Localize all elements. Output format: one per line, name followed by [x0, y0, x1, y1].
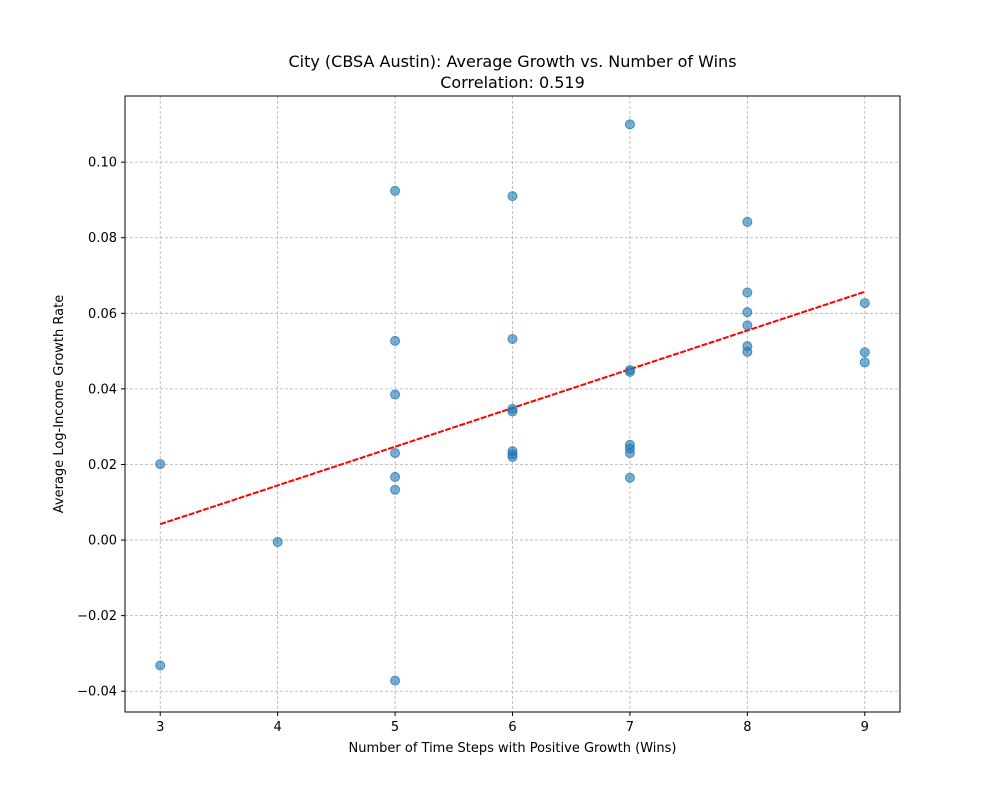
- data-point: [507, 333, 518, 344]
- data-point: [390, 185, 401, 196]
- data-point: [859, 347, 870, 358]
- data-point: [624, 472, 635, 483]
- y-tick-label: 0.06: [88, 307, 117, 322]
- data-point: [859, 298, 870, 309]
- x-tick-label: 6: [508, 720, 516, 735]
- x-tick-label: 8: [743, 720, 751, 735]
- y-tick-label: −0.02: [77, 609, 117, 624]
- data-points: [155, 119, 870, 686]
- x-tick-label: 4: [274, 720, 282, 735]
- x-tick-label: 7: [626, 720, 634, 735]
- x-tick-label: 9: [861, 720, 869, 735]
- y-tick-label: 0.00: [88, 534, 117, 549]
- x-tick-label: 5: [391, 720, 399, 735]
- data-point: [390, 389, 401, 400]
- y-tick-label: 0.02: [88, 458, 117, 473]
- data-point: [507, 191, 518, 202]
- data-point: [507, 451, 518, 462]
- y-tick-label: 0.04: [88, 382, 117, 397]
- chart-title: City (CBSA Austin): Average Growth vs. N…: [288, 52, 736, 71]
- x-tick-label: 3: [156, 720, 164, 735]
- y-tick-label: 0.08: [88, 231, 117, 246]
- y-tick-label: 0.10: [88, 156, 117, 171]
- data-point: [390, 448, 401, 459]
- data-point: [390, 335, 401, 346]
- y-tick-label: −0.04: [77, 685, 117, 700]
- x-axis-label: Number of Time Steps with Positive Growt…: [349, 741, 677, 756]
- data-point: [272, 536, 283, 547]
- data-point: [624, 366, 635, 377]
- data-point: [390, 675, 401, 686]
- data-point: [742, 346, 753, 357]
- data-point: [859, 357, 870, 368]
- data-point: [390, 484, 401, 495]
- y-axis-ticks: −0.04 −0.02 0.00 0.02 0.04 0.06 0.08 0.10: [77, 156, 125, 700]
- data-point: [742, 216, 753, 227]
- data-point: [742, 287, 753, 298]
- data-point: [390, 471, 401, 482]
- data-point: [624, 119, 635, 130]
- data-point: [742, 320, 753, 331]
- x-axis-ticks: 3 4 5 6 7 8 9: [156, 712, 869, 735]
- data-point: [624, 448, 635, 459]
- data-point: [155, 459, 166, 470]
- data-point: [742, 307, 753, 318]
- data-point: [507, 406, 518, 417]
- chart-subtitle: Correlation: 0.519: [440, 73, 585, 92]
- data-point: [155, 660, 166, 671]
- y-axis-label: Average Log-Income Growth Rate: [52, 295, 67, 513]
